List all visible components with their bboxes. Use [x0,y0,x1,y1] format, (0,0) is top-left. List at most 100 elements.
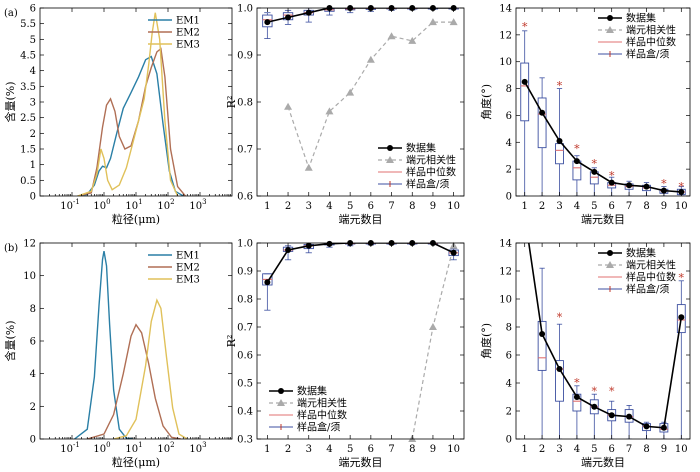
dataset-point [573,158,580,165]
y-tick-label: 2 [506,407,512,418]
x-tick-label: 4 [326,201,332,212]
legend-item: 数据集 [598,12,656,25]
correlation-marker [325,107,334,115]
dataset-point [450,249,457,256]
y-tick-label: 4 [506,138,512,149]
x-tick-label: 8 [643,201,649,212]
dataset-line [267,8,454,23]
legend-item: 样品中位数 [598,271,676,284]
x-tick-label: 103 [189,441,206,455]
correlation-marker [366,55,375,63]
x-axis-label: 端元数目 [581,213,625,226]
series-line-em2 [87,323,181,439]
dataset-point [521,78,528,85]
x-tick-label: 1 [522,201,528,212]
x-tick-label: 2 [539,201,545,212]
y-tick-label: 4 [30,369,36,380]
plot-frame [256,7,465,197]
x-tick-label: 7 [626,201,632,212]
box [555,143,564,165]
y-tick-label: 0.7 [237,145,253,156]
box-whisker: * [555,311,564,439]
y-tick-label: 12 [499,30,512,41]
x-axis-label: 端元数目 [339,456,383,469]
correlation-marker [408,36,417,44]
legend-item: 样品盒/须 [269,421,340,434]
x-tick-exponent: 0 [106,441,110,449]
y-tick-label: 14 [499,239,512,250]
legend-marker [606,26,614,33]
x-tick-label: 10 [447,201,460,212]
legend-label: EM3 [176,275,200,286]
outlier-marker: * [679,272,685,285]
legend-label: 端元相关性 [626,24,676,37]
x-tick-label: 5 [591,201,597,212]
y-tick-label: 5 [30,35,36,46]
y-tick-label: 8 [506,84,512,95]
x-tick-label: 7 [388,201,394,212]
dataset-point [608,179,615,186]
legend-item: 数据集 [378,142,436,155]
y-axis-label: 含量(%) [3,320,17,361]
x-tick-exponent: -1 [73,198,80,206]
legend-item: 样品中位数 [378,166,456,179]
y-tick-label: 10 [23,271,36,282]
correlation-marker [387,32,396,40]
dataset-point [626,413,633,420]
x-axis-label: 端元数目 [339,213,383,226]
y-tick-label: 1.0 [237,239,253,250]
x-tick-label: 6 [368,444,374,455]
x-tick-label: 10 [675,444,688,455]
x-tick-exponent: 2 [170,441,174,449]
y-tick-label: 3.5 [20,82,36,93]
y-tick-label: 4 [30,66,36,77]
correlation-marker [449,18,458,26]
y-tick-label: 5.5 [20,19,36,30]
y-tick-label: 3 [30,98,36,109]
x-tick-label: 1 [522,444,528,455]
legend-label: 样品中位数 [406,166,456,179]
legend-label: 端元相关性 [626,259,676,272]
y-tick-label: 0.6 [237,351,253,362]
y-tick-label: 1.0 [237,4,253,15]
x-tick-label: 6 [368,201,374,212]
outlier-marker: * [557,311,563,324]
x-tick-label: 8 [409,201,415,212]
y-axis-label: 角度(°) [479,323,493,359]
y-tick-label: 0.9 [237,267,253,278]
y-tick-label: 0.8 [237,295,253,306]
x-tick-exponent: -1 [73,441,80,449]
plot-frame [256,242,465,440]
y-tick-label: 0 [30,435,36,446]
legend-marker [607,250,613,256]
outlier-marker: * [574,143,580,156]
x-tick-label: 3 [306,201,312,212]
legend-item: 端元相关性 [598,24,676,37]
x-tick-label: 3 [556,201,562,212]
legend-item: 样品盒/须 [378,178,449,191]
y-tick-label: 0 [506,435,512,446]
x-tick-label: 103 [189,198,206,212]
x-tick-label: 7 [626,444,632,455]
x-tick-label: 3 [556,444,562,455]
y-tick-label: 2.5 [20,113,36,124]
y-tick-label: 8 [506,323,512,334]
y-tick-label: 0 [506,192,512,203]
x-tick-label: 9 [661,444,667,455]
legend-item: 端元相关性 [269,397,347,410]
x-tick-exponent: 3 [202,198,206,206]
dataset-line [527,243,683,429]
legend-marker [277,399,285,406]
box-whisker [537,77,547,196]
legend-label: 数据集 [406,142,436,155]
box-whisker: * [520,20,530,196]
x-tick-label: 7 [388,444,394,455]
y-tick-label: 0.4 [237,407,253,418]
y-axis-label: R² [225,335,238,348]
legend-label: 样品中位数 [626,271,676,284]
series-line-em3 [113,298,188,439]
x-tick-label: 10 [447,444,460,455]
legend-label: 数据集 [626,247,656,260]
dataset-point [643,183,650,190]
